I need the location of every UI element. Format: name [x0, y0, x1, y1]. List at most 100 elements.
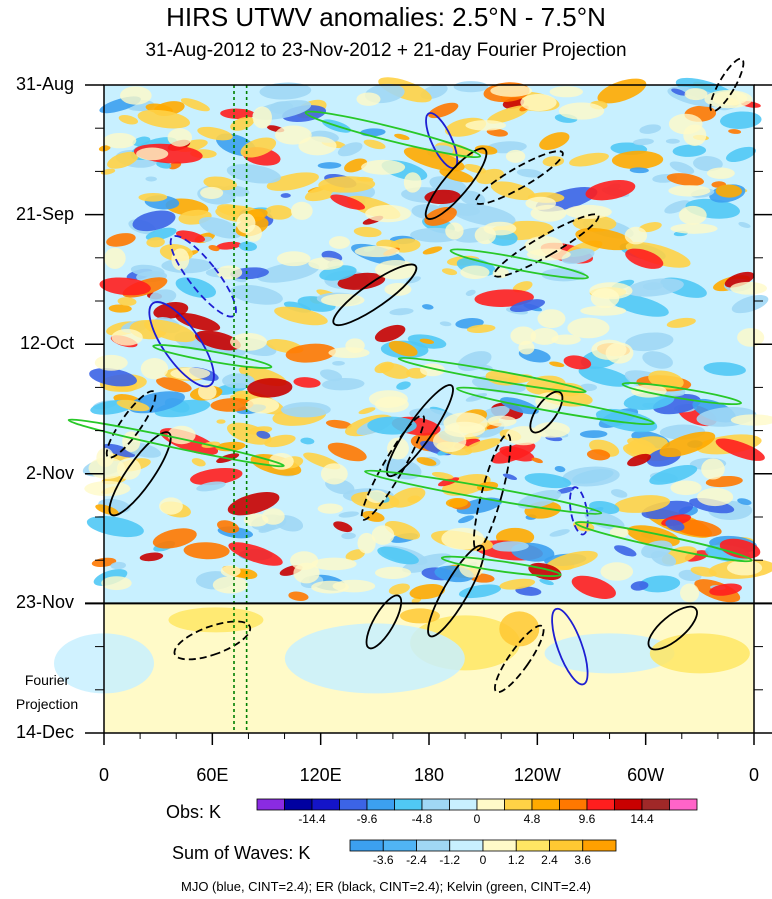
anomaly-patch: [725, 146, 756, 163]
anomaly-patch: [175, 230, 206, 243]
chart-title: HIRS UTWV anomalies: 2.5°N - 7.5°N: [166, 2, 606, 32]
anomaly-patch: [216, 419, 226, 424]
anomaly-patch: [556, 487, 575, 494]
neutral-patch: [374, 566, 412, 579]
neutral-patch: [737, 328, 765, 347]
anomaly-patch: [132, 210, 176, 232]
wave_colorbar-swatch: [515, 839, 550, 852]
kelvin-contour: [67, 418, 285, 468]
neutral-patch: [290, 201, 313, 220]
projection-patch: [544, 633, 675, 674]
er-contour: [424, 147, 488, 220]
anomaly-patch: [175, 277, 217, 299]
anomaly-patch: [407, 495, 421, 504]
kelvin-contour: [152, 344, 273, 369]
anomaly-patch: [609, 293, 669, 317]
anomaly-patch: [230, 116, 255, 131]
neutral-patch: [384, 283, 412, 296]
neutral-patch: [197, 383, 217, 400]
anomaly-patch: [545, 550, 598, 571]
neutral-patch: [245, 224, 262, 242]
anomaly-patch: [384, 520, 421, 540]
obs_colorbar-swatch: [559, 798, 588, 811]
anomaly-patch: [300, 437, 315, 445]
anomaly-patch: [256, 430, 271, 439]
neutral-patch: [104, 247, 126, 269]
anomaly-patch: [345, 549, 365, 561]
neutral-patch: [276, 251, 311, 267]
anomaly-patch: [476, 168, 504, 185]
anomaly-patch: [453, 81, 489, 93]
wave_colorbar-swatch: [449, 839, 484, 852]
er-contour: [108, 431, 172, 517]
anomaly-patch: [664, 200, 691, 214]
obs_colorbar-tick-label: 0: [473, 812, 481, 826]
anomaly-patch: [240, 137, 277, 158]
anomaly-patch: [445, 497, 468, 508]
obs_colorbar-swatch: [311, 798, 340, 811]
obs_colorbar-tick-label: 9.6: [578, 812, 596, 826]
anomaly-patch: [321, 378, 365, 391]
anomaly-patch: [639, 124, 662, 134]
neutral-patch: [730, 281, 768, 295]
wave_colorbar-tick-label: 3.6: [574, 853, 592, 867]
anomaly-patch: [458, 584, 502, 599]
anomaly-patch: [539, 578, 554, 586]
obs_colorbar-tick-label: 4.8: [523, 812, 541, 826]
mjo-contour: [169, 235, 237, 318]
anomaly-patch: [703, 362, 746, 376]
neutral-patch: [365, 204, 412, 223]
mjo-contour: [569, 486, 589, 536]
x-tick-label: 60E: [196, 765, 229, 785]
anomaly-patch: [156, 377, 192, 393]
neutral-patch: [505, 149, 526, 163]
y-tick-label: 2-Nov: [25, 462, 74, 483]
kelvin-contour: [574, 521, 753, 563]
er-contour: [493, 213, 600, 278]
obs_colorbar-swatch: [256, 798, 285, 811]
neutral-patch: [580, 305, 627, 316]
anomaly-patch: [659, 431, 716, 458]
er-contour: [474, 150, 564, 205]
anomaly-patch: [666, 173, 705, 186]
neutral-patch: [361, 159, 406, 175]
anomaly-patch: [575, 227, 634, 251]
anomaly-patch: [344, 158, 368, 173]
wave_colorbar-tick-label: 0: [479, 853, 487, 867]
neutral-patch: [549, 86, 583, 98]
obs_colorbar-swatch: [449, 798, 478, 811]
neutral-patch: [356, 92, 381, 106]
anomaly-patch: [103, 443, 136, 458]
neutral-patch: [252, 106, 272, 129]
anomaly-patch: [196, 481, 226, 492]
anomaly-patch: [388, 340, 418, 357]
anomaly-patch: [259, 82, 312, 100]
neutral-patch: [261, 508, 285, 525]
anomaly-patch: [389, 308, 414, 316]
anomaly-patch: [293, 377, 321, 388]
anomaly-patch: [614, 495, 671, 513]
neutral-patch: [311, 557, 357, 571]
neutral-patch: [530, 328, 559, 345]
anomaly-patch: [738, 222, 751, 228]
neutral-patch: [403, 172, 422, 193]
anomaly-patch: [542, 156, 565, 167]
obs_colorbar-swatch: [531, 798, 560, 811]
anomaly-patch: [367, 416, 417, 435]
anomaly-patch: [509, 299, 546, 313]
neutral-patch: [320, 463, 348, 485]
anomaly-patch: [137, 109, 190, 129]
er-contour: [360, 414, 426, 521]
anomaly-patch: [625, 332, 674, 352]
neutral-patch: [170, 367, 211, 380]
er-contour: [473, 433, 512, 552]
anomaly-patch: [110, 561, 126, 570]
anomaly-patch: [431, 471, 454, 480]
neutral-patch: [624, 226, 648, 245]
anomaly-patch: [719, 538, 761, 559]
projection-patch: [284, 623, 465, 694]
neutral-patch: [101, 576, 132, 591]
anomaly-patch: [627, 453, 651, 467]
er-contour: [173, 620, 252, 661]
